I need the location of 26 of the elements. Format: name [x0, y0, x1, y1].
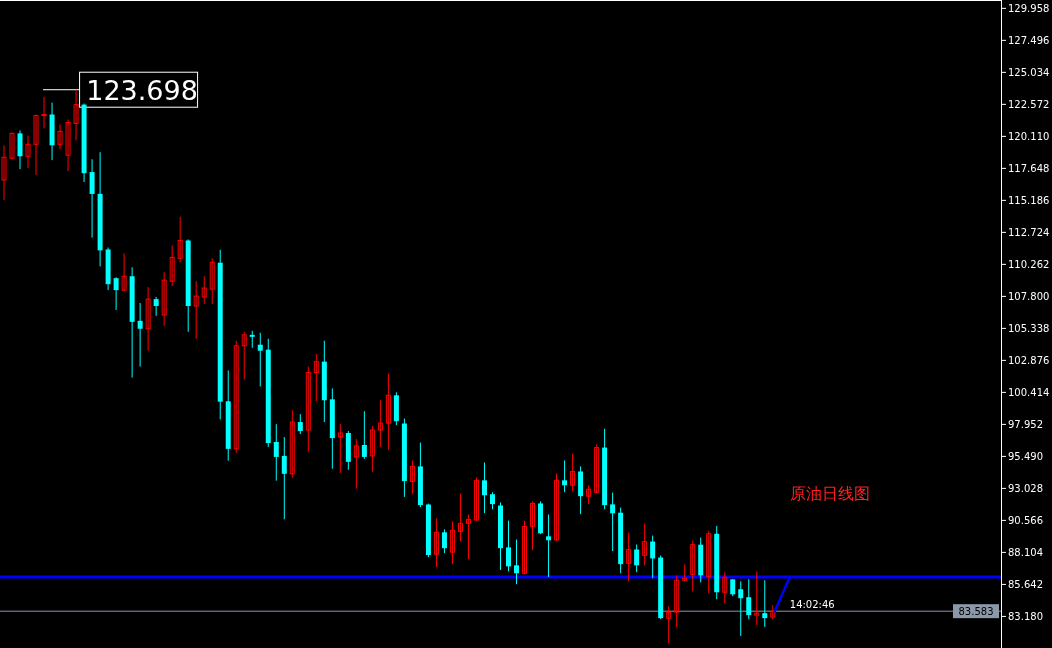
text: 原油日线图	[790, 484, 870, 503]
y-tick-label: 85.642	[1008, 579, 1043, 591]
y-tick-label: 90.566	[1008, 515, 1043, 527]
ref-line-label: 83.583	[958, 606, 994, 618]
y-tick-label: 120.110	[1008, 131, 1050, 143]
y-tick-label: 93.028	[1008, 483, 1043, 495]
annotation: 123.698	[86, 74, 198, 106]
y-tick-label: 107.800	[1008, 291, 1050, 303]
price-label: 83.583	[953, 604, 999, 619]
y-tick-label: 129.958	[1008, 3, 1050, 15]
y-tick-label: 100.414	[1008, 387, 1050, 399]
y-tick-label: 112.724	[1008, 227, 1050, 239]
y-tick-label: 127.496	[1008, 35, 1050, 47]
y-tick-label: 105.338	[1008, 323, 1050, 335]
y-tick-label: 125.034	[1008, 67, 1050, 79]
annotation: 14:02:46	[789, 599, 835, 611]
high-label: 123.698	[42, 71, 199, 108]
y-tick-label: 102.876	[1008, 355, 1050, 367]
y-tick-label: 88.104	[1008, 547, 1043, 559]
y-tick-label: 83.180	[1008, 611, 1043, 623]
y-tick-label: 95.490	[1008, 451, 1043, 463]
y-tick-label: 122.572	[1008, 99, 1050, 111]
y-tick-label: 117.648	[1008, 163, 1050, 175]
y-tick-label: 97.952	[1008, 419, 1043, 431]
y-tick-label: 115.186	[1008, 195, 1050, 207]
y-tick-label: 110.262	[1008, 259, 1050, 271]
